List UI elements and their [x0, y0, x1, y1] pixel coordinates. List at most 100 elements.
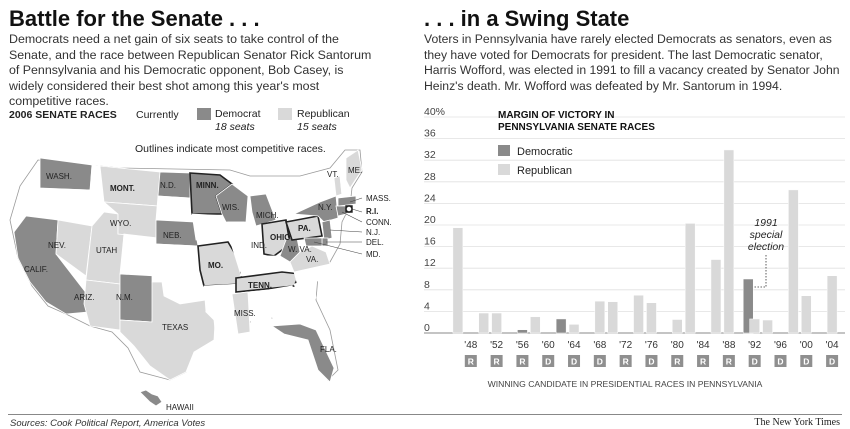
presidential-badge — [490, 355, 503, 367]
presidential-badge — [542, 355, 555, 367]
presidential-winner: D — [777, 357, 783, 367]
state-louisiana — [205, 309, 241, 341]
map-note: Outlines indicate most competitive races… — [135, 143, 326, 155]
state-texas — [119, 281, 217, 381]
state-label-mont: MONT. — [110, 184, 135, 193]
bar-1946 — [452, 227, 464, 334]
state-new-jersey — [321, 219, 333, 241]
x-tick-label: '88 — [722, 340, 735, 351]
state-arizona — [83, 279, 121, 331]
bar-1994 — [762, 319, 773, 334]
y-tick-label: 24 — [424, 192, 436, 204]
state-mississippi — [231, 291, 251, 335]
map-title: 2006 SENATE RACES — [9, 109, 117, 121]
bar-1958 — [530, 316, 541, 334]
annotation-line: 1991 — [754, 217, 777, 229]
state-label-mass: MASS. — [366, 194, 391, 203]
presidential-winner: D — [829, 357, 835, 367]
state-label-vt: VT. — [327, 170, 339, 179]
presidential-winner: R — [494, 357, 500, 367]
state-label-minn: MINN. — [196, 181, 219, 190]
state-label-wash: WASH. — [46, 172, 72, 181]
x-tick-label: '00 — [800, 340, 813, 351]
x-tick-label: '48 — [464, 340, 477, 351]
bar-1988 — [723, 149, 735, 334]
state-label-nm: N.M. — [116, 293, 133, 302]
bar-2000 — [801, 295, 812, 334]
state-new-york — [292, 195, 339, 223]
chart-legend-republican-swatch — [498, 164, 510, 175]
bar-1950 — [478, 312, 489, 334]
margin-chart: 40% 36 32 28 24 20 16 12 8 4 0 '48 '52 '56 '60 '64 '68 '… — [424, 106, 845, 389]
presidential-winner: R — [674, 357, 680, 367]
x-tick-label: '76 — [645, 340, 658, 351]
chart-legend-republican-label: Republican — [517, 165, 572, 177]
state-label-nd: N.D. — [160, 181, 176, 190]
footer-source: Sources: Cook Political Report, America … — [10, 418, 206, 429]
legend-democrat-swatch — [197, 108, 211, 120]
y-tick-label: 28 — [424, 171, 436, 183]
presidential-winner: R — [623, 357, 629, 367]
state-kansas — [155, 243, 201, 271]
state-maryland — [303, 237, 323, 247]
state-massachusetts — [337, 195, 357, 207]
presidential-badge — [593, 355, 606, 367]
state-label-wis: WIS. — [222, 203, 239, 212]
annotation-leader — [753, 255, 767, 288]
state-south-dakota — [155, 195, 191, 223]
state-label-md: MD. — [366, 250, 381, 259]
presidential-winner: R — [700, 357, 706, 367]
footer-rule — [8, 414, 842, 415]
state-label-mo: MO. — [208, 261, 223, 270]
right-headline: . . . in a Swing State — [424, 6, 630, 31]
legend-republican-label: Republican — [297, 108, 350, 120]
y-tick-label: 32 — [424, 149, 436, 161]
presidential-badge — [722, 355, 735, 367]
state-label-wva: W. VA. — [288, 245, 312, 254]
bar-1964 — [568, 324, 580, 334]
bar-1991 — [742, 278, 754, 334]
state-label-nev: NEV. — [48, 241, 66, 250]
state-connecticut — [335, 205, 347, 217]
x-tick-label: '56 — [516, 340, 529, 351]
bar-1992 — [749, 318, 760, 334]
state-label-neb: NEB. — [163, 231, 182, 240]
y-tick-label: 12 — [424, 257, 436, 269]
x-tick-label: '68 — [593, 340, 606, 351]
presidential-badge — [568, 355, 581, 367]
left-headline: Battle for the Senate . . . — [9, 6, 260, 31]
state-label-hawaii: HAWAII — [166, 403, 194, 412]
presidential-badge — [800, 355, 813, 367]
state-label-me: ME. — [348, 166, 362, 175]
state-florida — [270, 323, 335, 383]
chart-title-line-1: MARGIN OF VICTORY IN — [498, 110, 615, 121]
presidential-badge — [748, 355, 761, 367]
presidential-badge — [619, 355, 632, 367]
state-label-miss: MISS. — [234, 309, 256, 318]
legend-republican-swatch — [278, 108, 292, 120]
bar-1998 — [788, 189, 799, 334]
legend-democrat-seats: 18 seats — [215, 121, 255, 133]
state-label-ri: R.I. — [366, 207, 378, 216]
bar-1970 — [607, 301, 618, 334]
legend-republican-seats: 15 seats — [297, 121, 337, 133]
state-wisconsin — [215, 183, 249, 223]
state-nevada — [55, 219, 93, 277]
y-tick-label: 8 — [424, 279, 430, 291]
footer-credit: The New York Times — [754, 417, 840, 428]
presidential-badge — [826, 355, 839, 367]
y-tick-label: 40% — [424, 106, 445, 118]
presidential-winner: R — [468, 357, 474, 367]
presidential-winner: D — [545, 357, 551, 367]
legend-currently: Currently — [136, 109, 179, 121]
y-tick-label: 4 — [424, 300, 430, 312]
bar-1980 — [672, 319, 683, 334]
state-label-ohio: OHIO — [270, 233, 290, 242]
state-label-mich: MICH. — [256, 211, 279, 220]
chart-title-line-2: PENNSYLVANIA SENATE RACES — [498, 122, 655, 133]
x-tick-label: '60 — [542, 340, 555, 351]
bar-1982 — [684, 223, 696, 334]
presidential-winner: R — [519, 357, 525, 367]
presidential-badge — [464, 355, 477, 367]
presidential-winner: R — [726, 357, 732, 367]
